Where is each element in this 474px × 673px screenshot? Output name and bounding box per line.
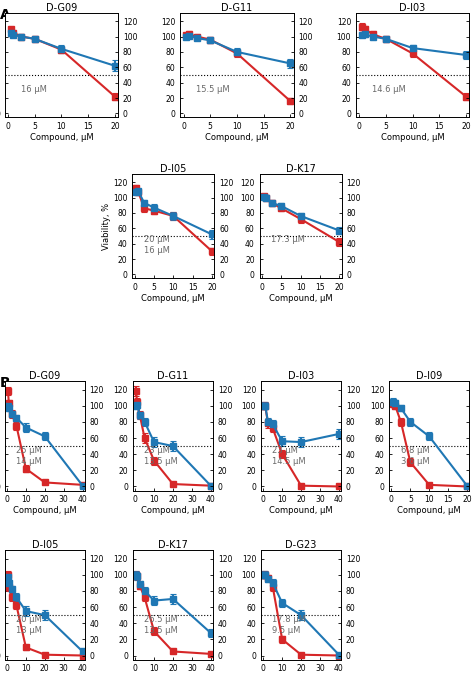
Text: 14 μM: 14 μM (16, 457, 42, 466)
X-axis label: Compound, μM: Compound, μM (269, 505, 333, 515)
X-axis label: Compound, μM: Compound, μM (13, 505, 77, 515)
Text: 20 μM: 20 μM (144, 235, 170, 244)
Title: D-G11: D-G11 (157, 371, 189, 381)
Text: 17.3 μM: 17.3 μM (271, 235, 305, 244)
Text: 13.5 μM: 13.5 μM (144, 626, 178, 635)
Title: D-K17: D-K17 (158, 540, 188, 550)
X-axis label: Compound, μM: Compound, μM (141, 293, 205, 303)
Title: D-I05: D-I05 (32, 540, 58, 550)
Title: D-G09: D-G09 (46, 3, 77, 13)
X-axis label: Compound, μM: Compound, μM (269, 293, 333, 303)
Text: 14.6 μM: 14.6 μM (372, 85, 406, 94)
Text: 23 μM: 23 μM (144, 446, 170, 454)
Title: D-G23: D-G23 (285, 540, 317, 550)
Text: 14.5 μM: 14.5 μM (273, 457, 306, 466)
Title: D-G11: D-G11 (221, 3, 253, 13)
Text: 9.5 μM: 9.5 μM (273, 626, 301, 635)
X-axis label: Compound, μM: Compound, μM (141, 505, 205, 515)
Text: 26.5 μM: 26.5 μM (144, 614, 178, 624)
Title: D-I09: D-I09 (416, 371, 442, 381)
Text: 15.5 μM: 15.5 μM (196, 85, 230, 94)
X-axis label: Compound, μM: Compound, μM (205, 133, 269, 141)
Text: 16 μM: 16 μM (144, 246, 170, 255)
Text: B: B (0, 376, 11, 390)
Text: 16 μM: 16 μM (21, 85, 46, 94)
X-axis label: Compound, μM: Compound, μM (29, 133, 93, 141)
Text: 25 μM: 25 μM (16, 446, 42, 454)
Title: D-I03: D-I03 (400, 3, 426, 13)
Text: 20 μM: 20 μM (16, 614, 42, 624)
Text: 6.8 μM: 6.8 μM (401, 446, 429, 454)
X-axis label: Compound, μM: Compound, μM (397, 505, 461, 515)
Text: 23 μM: 23 μM (273, 446, 298, 454)
Text: 13.5 μM: 13.5 μM (144, 457, 178, 466)
Text: 17.8 μM: 17.8 μM (273, 614, 306, 624)
Title: D-I03: D-I03 (288, 371, 314, 381)
Title: D-G09: D-G09 (29, 371, 60, 381)
X-axis label: Compound, μM: Compound, μM (381, 133, 445, 141)
Title: D-I05: D-I05 (160, 164, 186, 174)
Text: 3.6 μM: 3.6 μM (401, 457, 429, 466)
Y-axis label: Viability, %: Viability, % (102, 203, 111, 250)
Text: 13 μM: 13 μM (16, 626, 42, 635)
Title: D-K17: D-K17 (286, 164, 316, 174)
Text: A: A (0, 8, 11, 22)
